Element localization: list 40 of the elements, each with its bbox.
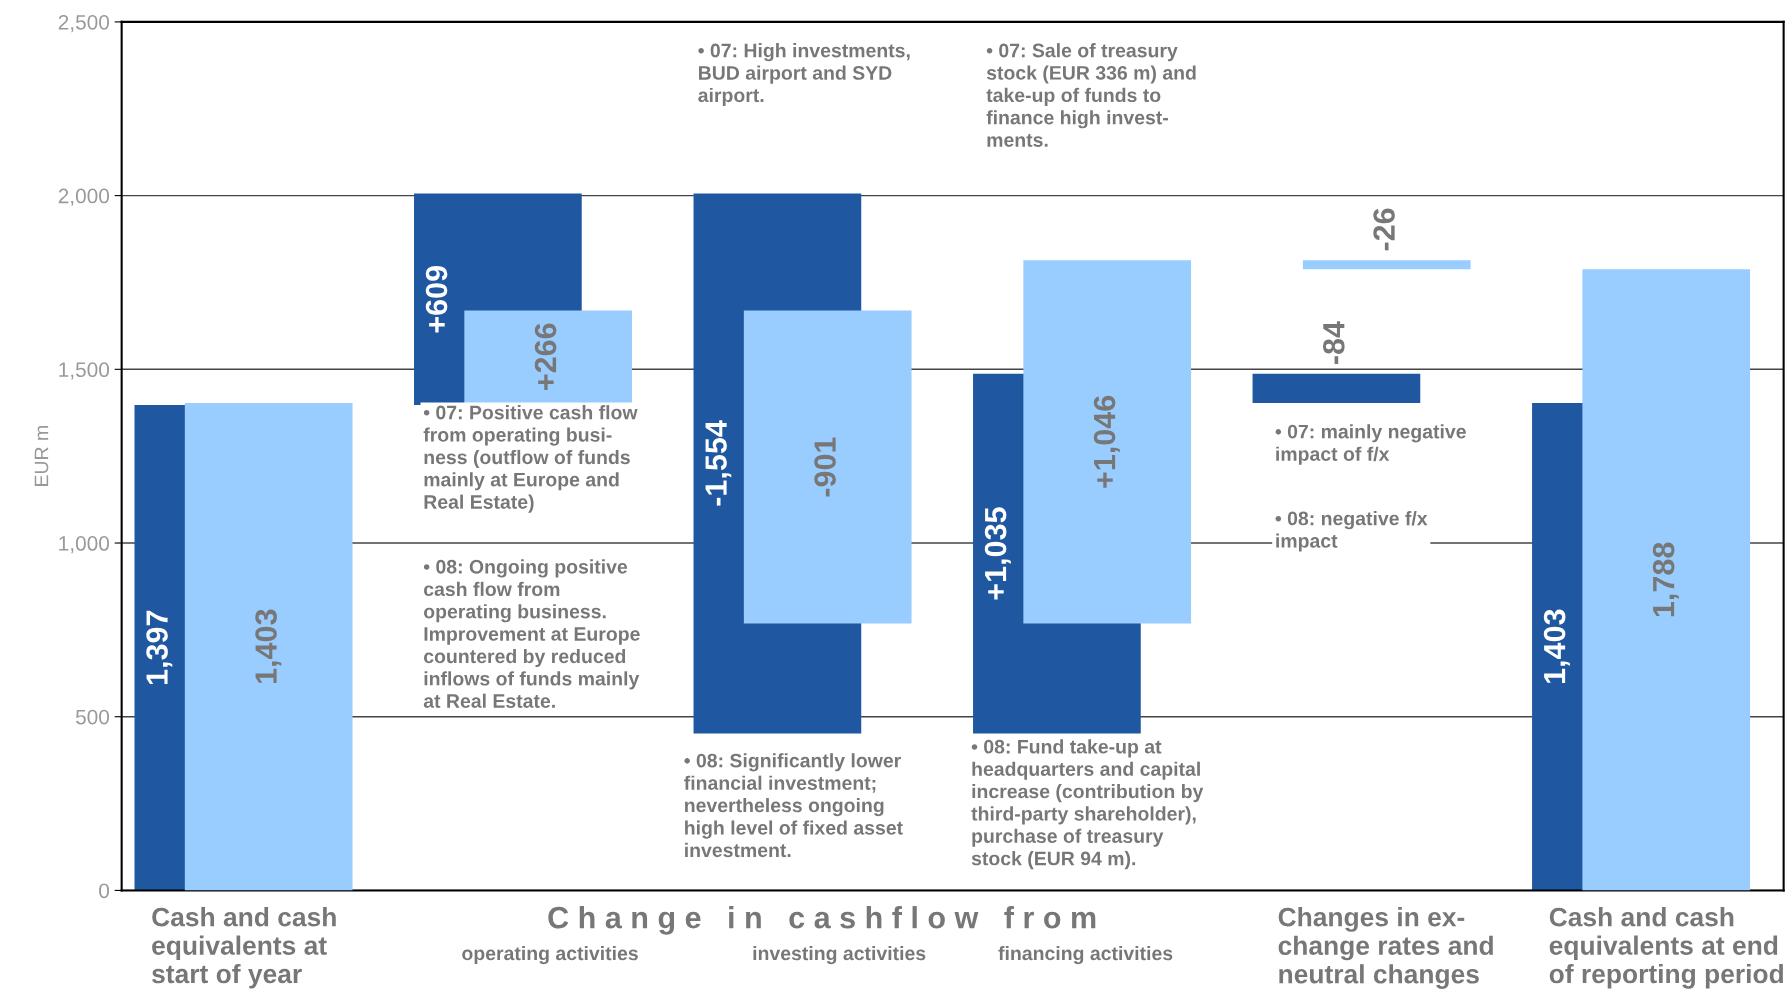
bar [1252,373,1421,404]
annotation: • 08: Fund take-up at headquarters and capital increase (contribution by third-party shareholder), purchase of treasury stock (EUR 94 m). [971,739,1204,870]
annotation: • 08: Significantly lower financial investment; nevertheless ongoing high level of fixed asset investment. [684,753,903,858]
data-label: +1,035 [984,507,1011,600]
annotation: • 07: mainly negative impact of f/x [1275,424,1466,465]
y-tick-label: 1,500 [59,362,110,380]
annotation: • 08: negative f/x impact [1275,511,1428,552]
x-tick-label: investing activities [753,945,926,965]
text: C h a n g e i n c a s h f l o w f r o m [548,906,1096,935]
data-label: -84 [1322,321,1345,364]
x-tick-label: Changes in ex- change rates and neutral changes [1278,907,1493,989]
data-label: 1,788 [1652,542,1679,617]
y-tick-label: 0 [99,883,110,899]
annotation: • 07: Positive cash flow from operating busi- ness (outflow of funds mainly at Europe and Real Estate) [423,405,638,513]
annotation: • 07: High investments, BUD airport and SYD airport. [698,43,910,107]
data-label: 1,403 [255,609,282,684]
x-tick-label: operating activities [462,945,638,965]
annotation: • 08: Ongoing positive cash flow from operating business. Improvement at Europe countered by reduced inflows of funds mainly at Real Estate. [423,559,640,708]
y-tick-label: 1,000 [59,536,110,554]
data-label: -1,554 [705,420,732,506]
data-label: -901 [814,437,836,497]
bar [184,403,353,891]
bar [1582,269,1751,891]
y-tick-label: 500 [75,709,110,725]
data-label: 1,403 [1543,609,1570,684]
data-label: +266 [534,323,557,390]
data-label: +609 [425,266,448,333]
bar [743,310,912,624]
x-tick-label: Cash and cash equivalents at start of year [152,907,336,989]
bar [1302,260,1471,270]
x-tick-label: Cash and cash equivalents at end of reporting period [1549,907,1783,989]
bar [1023,260,1192,624]
data-label: +1,046 [1093,395,1120,488]
y-tick-label: 2,000 [58,188,110,206]
y-axis-title: EUR m [34,426,49,486]
data-label: -26 [1373,208,1395,251]
y-tick-label: 2,500 [58,14,110,33]
annotation: • 07: Sale of treasury stock (EUR 336 m) and take-up of funds to finance high invest- ments. [986,43,1196,147]
data-label: 1,397 [146,610,173,685]
x-tick-label: financing activities [998,945,1173,965]
